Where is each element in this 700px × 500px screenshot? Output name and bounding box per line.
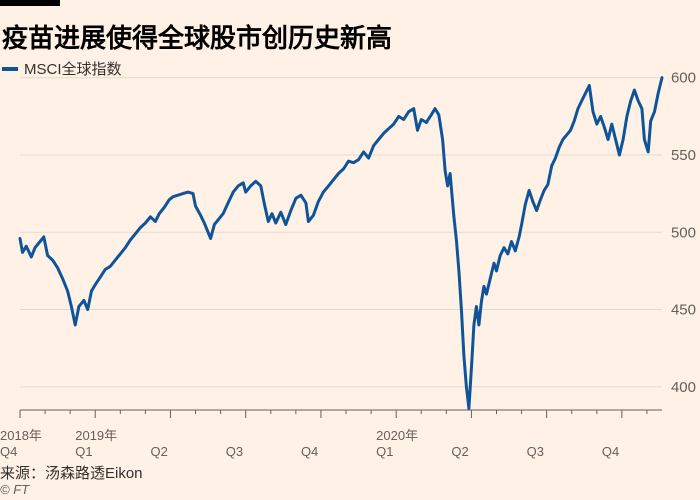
y-tick-label: 400 bbox=[671, 379, 696, 396]
ft-credit: © FT bbox=[0, 482, 30, 497]
x-tick-quarter-label: Q4 bbox=[602, 444, 619, 459]
x-tick-year-label: 2019年 bbox=[75, 428, 117, 443]
x-tick-quarter-label: Q2 bbox=[150, 444, 167, 459]
x-tick-quarter-label: Q1 bbox=[376, 444, 393, 459]
grid-lines bbox=[20, 77, 662, 388]
x-tick-year-label: 2018年 bbox=[0, 428, 42, 443]
legend-swatch bbox=[2, 66, 18, 71]
y-tick-label: 500 bbox=[671, 224, 696, 241]
x-tick-quarter-label: Q1 bbox=[75, 444, 92, 459]
chart-title: 疫苗进展使得全球股市创历史新高 bbox=[2, 23, 393, 53]
y-tick-label: 550 bbox=[671, 147, 696, 164]
y-axis-labels: 400 450 500 550 600 bbox=[671, 70, 696, 396]
x-tick-quarter-label: Q2 bbox=[451, 444, 468, 459]
x-tick-quarter-label: Q3 bbox=[226, 444, 243, 459]
y-tick-label: 450 bbox=[671, 302, 696, 319]
x-tick-quarter-label: Q4 bbox=[0, 444, 17, 459]
legend: MSCI全球指数 bbox=[2, 58, 122, 79]
series-line-msci-world bbox=[18, 76, 664, 410]
x-tick-quarter-label: Q3 bbox=[527, 444, 544, 459]
source-note: 来源：汤森路透Eikon bbox=[0, 465, 143, 482]
x-tick-year-label: 2020年 bbox=[376, 428, 418, 443]
brand-bar bbox=[0, 0, 60, 6]
y-tick-label: 600 bbox=[671, 70, 696, 87]
legend-label: MSCI全球指数 bbox=[24, 61, 122, 78]
x-tick-quarter-label: Q4 bbox=[301, 444, 318, 459]
